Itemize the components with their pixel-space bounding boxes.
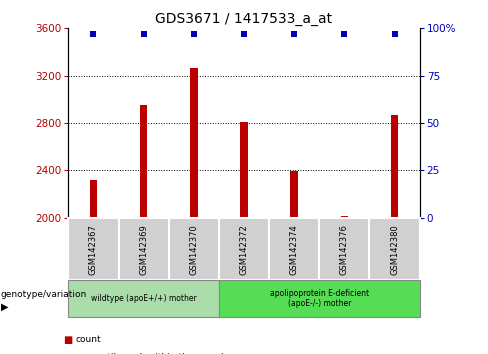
Bar bbox=[119, 218, 169, 280]
Text: GSM142367: GSM142367 bbox=[89, 224, 98, 275]
Bar bbox=[240, 122, 248, 218]
Bar bbox=[269, 218, 319, 280]
Bar bbox=[391, 115, 398, 218]
Bar bbox=[169, 218, 219, 280]
Text: apolipoprotein E-deficient
(apoE-/-) mother: apolipoprotein E-deficient (apoE-/-) mot… bbox=[270, 289, 369, 308]
Text: GSM142372: GSM142372 bbox=[240, 224, 248, 275]
Text: GSM142369: GSM142369 bbox=[139, 224, 148, 275]
Bar bbox=[68, 218, 119, 280]
Bar bbox=[190, 68, 198, 218]
Bar bbox=[90, 180, 97, 218]
Bar bbox=[319, 218, 369, 280]
Bar bbox=[68, 280, 219, 317]
Text: GSM142376: GSM142376 bbox=[340, 224, 349, 275]
Bar bbox=[341, 216, 348, 218]
Text: percentile rank within the sample: percentile rank within the sample bbox=[76, 353, 229, 354]
Bar bbox=[140, 105, 147, 218]
Text: wildtype (apoE+/+) mother: wildtype (apoE+/+) mother bbox=[91, 294, 197, 303]
Bar bbox=[369, 218, 420, 280]
Text: count: count bbox=[76, 335, 102, 344]
Text: GSM142370: GSM142370 bbox=[189, 224, 198, 275]
Text: GSM142374: GSM142374 bbox=[290, 224, 299, 275]
Title: GDS3671 / 1417533_a_at: GDS3671 / 1417533_a_at bbox=[156, 12, 332, 26]
Bar bbox=[290, 171, 298, 218]
Text: GSM142380: GSM142380 bbox=[390, 224, 399, 275]
Text: genotype/variation: genotype/variation bbox=[0, 290, 87, 299]
Text: ■: ■ bbox=[63, 353, 73, 354]
Bar bbox=[219, 280, 420, 317]
Text: ▶: ▶ bbox=[0, 302, 8, 312]
Bar bbox=[219, 218, 269, 280]
Text: ■: ■ bbox=[63, 335, 73, 345]
